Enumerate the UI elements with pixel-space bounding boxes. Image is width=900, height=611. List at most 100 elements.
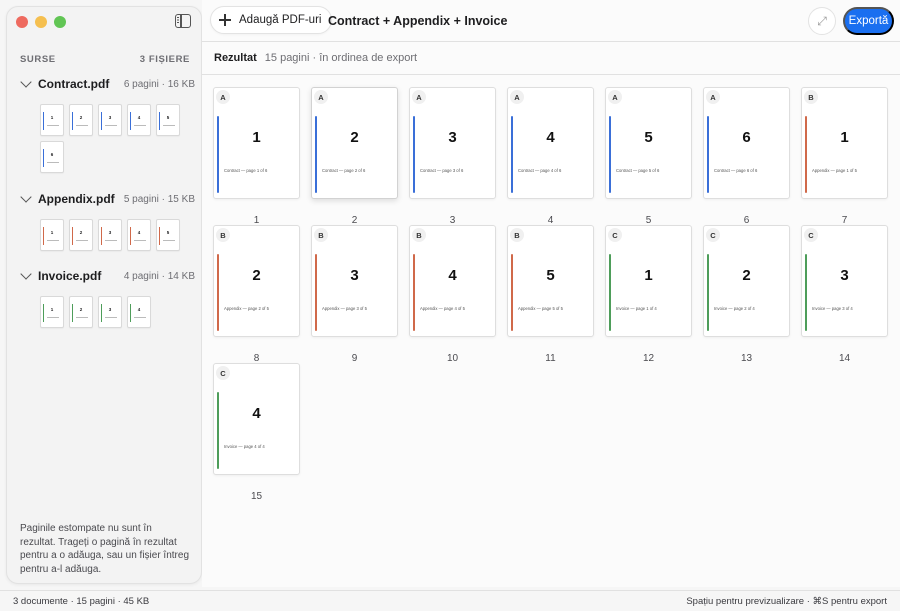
source-page-thumb[interactable]: 4: [127, 219, 151, 251]
minimize-window-button[interactable]: [35, 16, 47, 28]
result-page[interactable]: A 4 Contract — page 4 of 6 4: [507, 87, 595, 226]
thumb-caption-line: [134, 240, 146, 241]
page-index: 13: [740, 353, 753, 364]
result-page[interactable]: B 4 Appendix — page 4 of 5 10: [409, 225, 497, 364]
color-stripe: [609, 254, 611, 331]
close-window-button[interactable]: [16, 16, 28, 28]
page-thumbnail[interactable]: C 3 Invoice — page 3 of 4: [801, 225, 888, 337]
source-page-thumb[interactable]: 4: [127, 296, 151, 328]
result-page[interactable]: B 1 Appendix — page 1 of 5 7: [801, 87, 889, 226]
thumb-number: 5: [166, 230, 170, 235]
chevron-down-icon[interactable]: [20, 76, 32, 88]
page-index: 11: [545, 353, 556, 364]
color-stripe: [43, 304, 44, 322]
thumb-number: 1: [50, 115, 54, 120]
result-page[interactable]: B 2 Appendix — page 2 of 5 8: [213, 225, 301, 364]
thumb-caption-line: [47, 162, 59, 163]
page-index: 14: [838, 353, 851, 364]
source-page-thumb[interactable]: 3: [98, 296, 122, 328]
file-row-invoice[interactable]: Invoice.pdf 4 pagini · 14 KB: [20, 268, 195, 284]
page-thumbnail[interactable]: B 5 Appendix — page 5 of 5: [507, 225, 594, 337]
thumb-caption-line: [47, 317, 59, 318]
color-stripe: [707, 116, 709, 193]
result-page[interactable]: A 2 Contract — page 2 of 6 2: [311, 87, 399, 226]
page-caption: Invoice — page 3 of 4: [812, 306, 853, 311]
thumb-number: 5: [166, 115, 170, 120]
result-page[interactable]: C 3 Invoice — page 3 of 4 14: [801, 225, 889, 364]
thumb-caption-line: [134, 317, 146, 318]
page-thumbnail[interactable]: A 2 Contract — page 2 of 6: [311, 87, 398, 199]
thumb-number: 3: [108, 307, 112, 312]
page-index: 5: [645, 215, 652, 226]
file-group-contract: Contract.pdf 6 pagini · 16 KB 1 2 3 4 5 6: [20, 76, 195, 173]
source-badge: A: [608, 90, 622, 104]
result-page[interactable]: C 4 Invoice — page 4 of 4 15: [213, 363, 301, 502]
color-stripe: [707, 254, 709, 331]
expand-button[interactable]: ⤢: [808, 7, 836, 35]
file-group-appendix: Appendix.pdf 5 pagini · 15 KB 1 2 3 4 5: [20, 191, 195, 251]
source-page-thumb[interactable]: 3: [98, 104, 122, 136]
file-row-contract[interactable]: Contract.pdf 6 pagini · 16 KB: [20, 76, 195, 92]
file-group-invoice: Invoice.pdf 4 pagini · 14 KB 1 2 3 4: [20, 268, 195, 328]
page-thumbnail[interactable]: A 5 Contract — page 5 of 6: [605, 87, 692, 199]
source-page-thumb[interactable]: 4: [127, 104, 151, 136]
color-stripe: [101, 304, 102, 322]
source-page-thumb[interactable]: 6: [40, 141, 64, 173]
page-thumbnail[interactable]: C 2 Invoice — page 2 of 4: [703, 225, 790, 337]
source-page-thumb[interactable]: 2: [69, 296, 93, 328]
page-number: 2: [742, 267, 751, 284]
page-caption: Contract — page 3 of 6: [420, 168, 464, 173]
source-page-thumb[interactable]: 1: [40, 219, 64, 251]
page-thumbnail[interactable]: C 4 Invoice — page 4 of 4: [213, 363, 300, 475]
sidebar-toggle-icon[interactable]: [175, 14, 191, 28]
color-stripe: [511, 254, 513, 331]
page-thumbnail[interactable]: A 6 Contract — page 6 of 6: [703, 87, 790, 199]
source-page-thumb[interactable]: 1: [40, 104, 64, 136]
result-page[interactable]: C 1 Invoice — page 1 of 4 12: [605, 225, 693, 364]
result-page[interactable]: A 3 Contract — page 3 of 6 3: [409, 87, 497, 226]
thumb-number: 6: [50, 152, 54, 157]
page-number: 1: [840, 129, 849, 146]
source-page-thumb[interactable]: 2: [69, 219, 93, 251]
source-badge: C: [608, 228, 622, 242]
result-page[interactable]: B 3 Appendix — page 3 of 5 9: [311, 225, 399, 364]
result-info: 15 pagini · în ordinea de export: [264, 52, 418, 64]
source-page-thumb[interactable]: 3: [98, 219, 122, 251]
color-stripe: [130, 304, 131, 322]
source-page-thumb[interactable]: 5: [156, 219, 180, 251]
source-page-thumb[interactable]: 1: [40, 296, 64, 328]
page-thumbnail[interactable]: B 4 Appendix — page 4 of 5: [409, 225, 496, 337]
page-caption: Contract — page 6 of 6: [714, 168, 758, 173]
page-caption: Appendix — page 3 of 5: [322, 306, 367, 311]
source-page-thumb[interactable]: 5: [156, 104, 180, 136]
page-caption: Appendix — page 5 of 5: [518, 306, 563, 311]
page-thumbnail[interactable]: B 3 Appendix — page 3 of 5: [311, 225, 398, 337]
page-thumbnail[interactable]: A 1 Contract — page 1 of 6: [213, 87, 300, 199]
add-pdfs-button[interactable]: Adaugă PDF-uri: [210, 6, 333, 34]
source-badge: C: [216, 366, 230, 380]
result-page[interactable]: B 5 Appendix — page 5 of 5 11: [507, 225, 595, 364]
source-badge: C: [804, 228, 818, 242]
source-page-thumb[interactable]: 2: [69, 104, 93, 136]
chevron-down-icon[interactable]: [20, 268, 32, 280]
page-thumbnail[interactable]: A 4 Contract — page 4 of 6: [507, 87, 594, 199]
result-page[interactable]: A 6 Contract — page 6 of 6 6: [703, 87, 791, 226]
result-page[interactable]: A 5 Contract — page 5 of 6 5: [605, 87, 693, 226]
page-thumbnail[interactable]: B 2 Appendix — page 2 of 5: [213, 225, 300, 337]
result-page[interactable]: C 2 Invoice — page 2 of 4 13: [703, 225, 791, 364]
chevron-down-icon[interactable]: [20, 191, 32, 203]
page-index: 7: [841, 215, 848, 226]
plus-icon: [219, 14, 231, 26]
page-number: 4: [546, 129, 555, 146]
page-thumbnail[interactable]: C 1 Invoice — page 1 of 4: [605, 225, 692, 337]
file-row-appendix[interactable]: Appendix.pdf 5 pagini · 15 KB: [20, 191, 195, 207]
page-thumbnail[interactable]: B 1 Appendix — page 1 of 5: [801, 87, 888, 199]
page-thumbnail[interactable]: A 3 Contract — page 3 of 6: [409, 87, 496, 199]
page-caption: Invoice — page 4 of 4: [224, 444, 265, 449]
page-number: 5: [644, 129, 653, 146]
result-page[interactable]: A 1 Contract — page 1 of 6 1: [213, 87, 301, 226]
export-button[interactable]: Exportă: [843, 7, 894, 35]
zoom-window-button[interactable]: [54, 16, 66, 28]
file-meta: 6 pagini · 16 KB: [123, 78, 195, 90]
